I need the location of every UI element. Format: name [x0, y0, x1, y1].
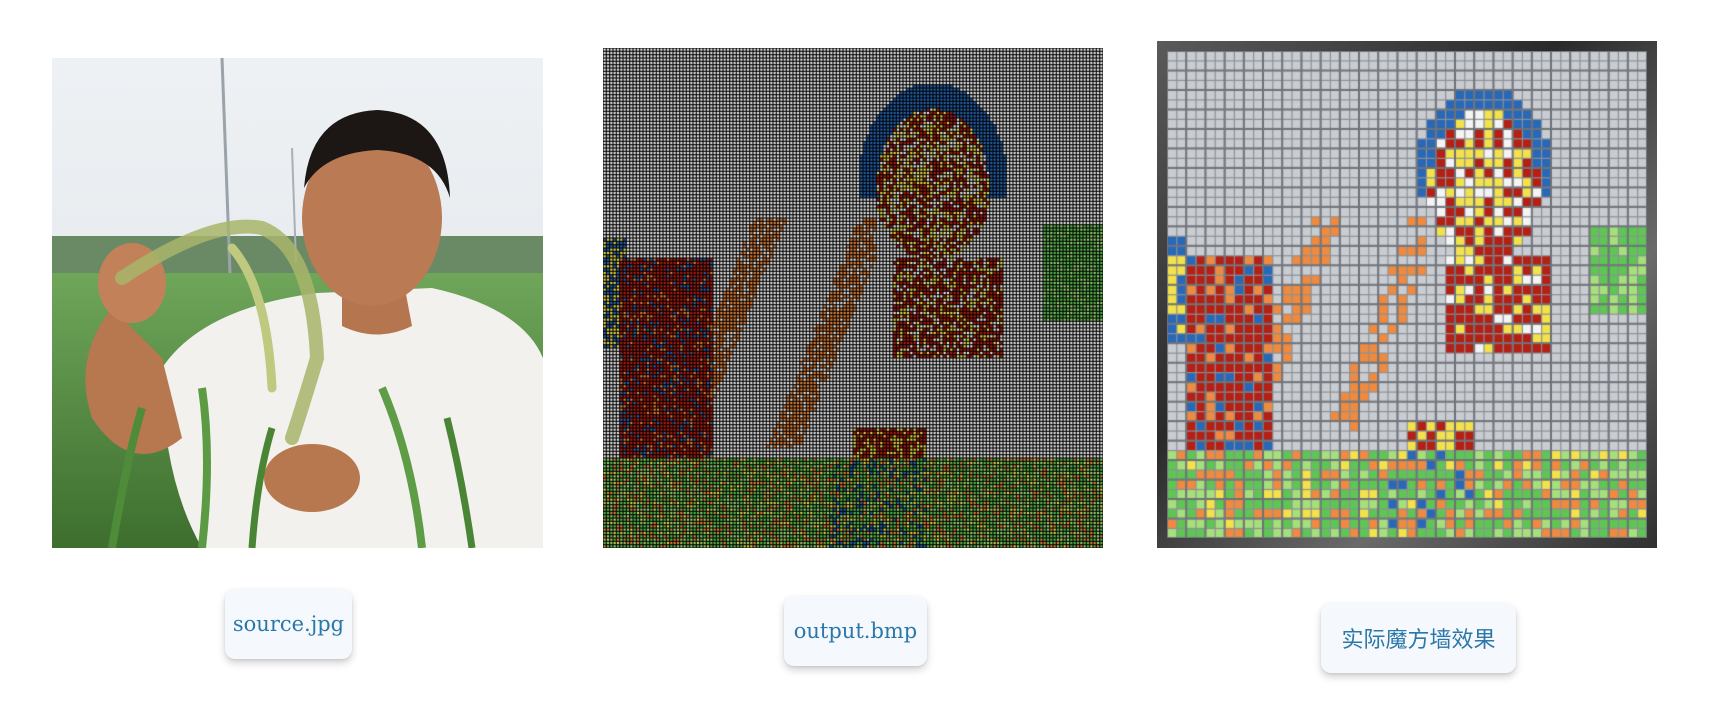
- caption-source-label: source.jpg: [232, 612, 345, 636]
- caption-wall-label: 实际魔方墙效果: [1341, 628, 1496, 653]
- output-bitmap: [603, 48, 1103, 548]
- source-photo-illustration: [52, 58, 543, 548]
- caption-output-label: output.bmp: [793, 619, 918, 643]
- caption-source: source.jpg: [225, 589, 352, 659]
- cube-wall-canvas: [1167, 51, 1647, 538]
- output-bitmap-canvas: [603, 48, 1103, 548]
- caption-wall: 实际魔方墙效果: [1321, 603, 1516, 673]
- cube-wall-photo: [1157, 41, 1657, 548]
- source-photo: [52, 58, 543, 548]
- caption-output: output.bmp: [784, 596, 927, 666]
